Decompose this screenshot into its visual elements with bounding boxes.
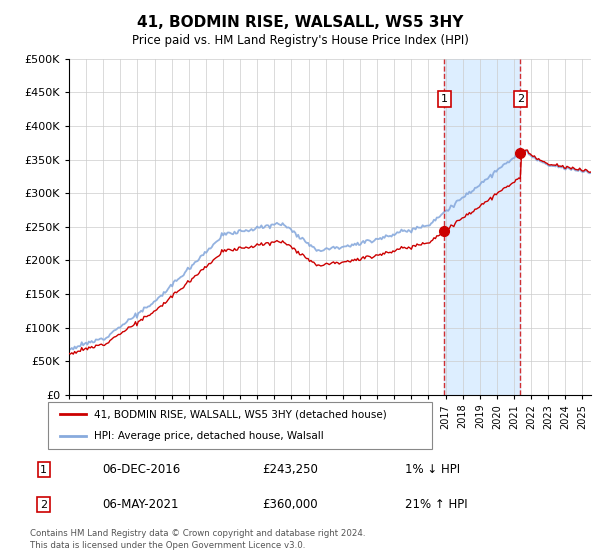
Text: 2: 2 [517, 94, 524, 104]
Text: 21% ↑ HPI: 21% ↑ HPI [406, 498, 468, 511]
Text: 1% ↓ HPI: 1% ↓ HPI [406, 463, 460, 476]
Text: £360,000: £360,000 [262, 498, 317, 511]
Text: 06-DEC-2016: 06-DEC-2016 [102, 463, 180, 476]
FancyBboxPatch shape [48, 402, 432, 449]
Text: 41, BODMIN RISE, WALSALL, WS5 3HY (detached house): 41, BODMIN RISE, WALSALL, WS5 3HY (detac… [94, 409, 387, 419]
Text: HPI: Average price, detached house, Walsall: HPI: Average price, detached house, Wals… [94, 431, 324, 441]
Text: Price paid vs. HM Land Registry's House Price Index (HPI): Price paid vs. HM Land Registry's House … [131, 34, 469, 46]
Text: 41, BODMIN RISE, WALSALL, WS5 3HY: 41, BODMIN RISE, WALSALL, WS5 3HY [137, 15, 463, 30]
Text: 1: 1 [440, 94, 448, 104]
Text: 2: 2 [40, 500, 47, 510]
Text: Contains HM Land Registry data © Crown copyright and database right 2024.
This d: Contains HM Land Registry data © Crown c… [30, 529, 365, 550]
Bar [444, 59, 520, 395]
Text: £243,250: £243,250 [262, 463, 318, 476]
Text: 1: 1 [40, 465, 47, 475]
Text: 06-MAY-2021: 06-MAY-2021 [102, 498, 178, 511]
